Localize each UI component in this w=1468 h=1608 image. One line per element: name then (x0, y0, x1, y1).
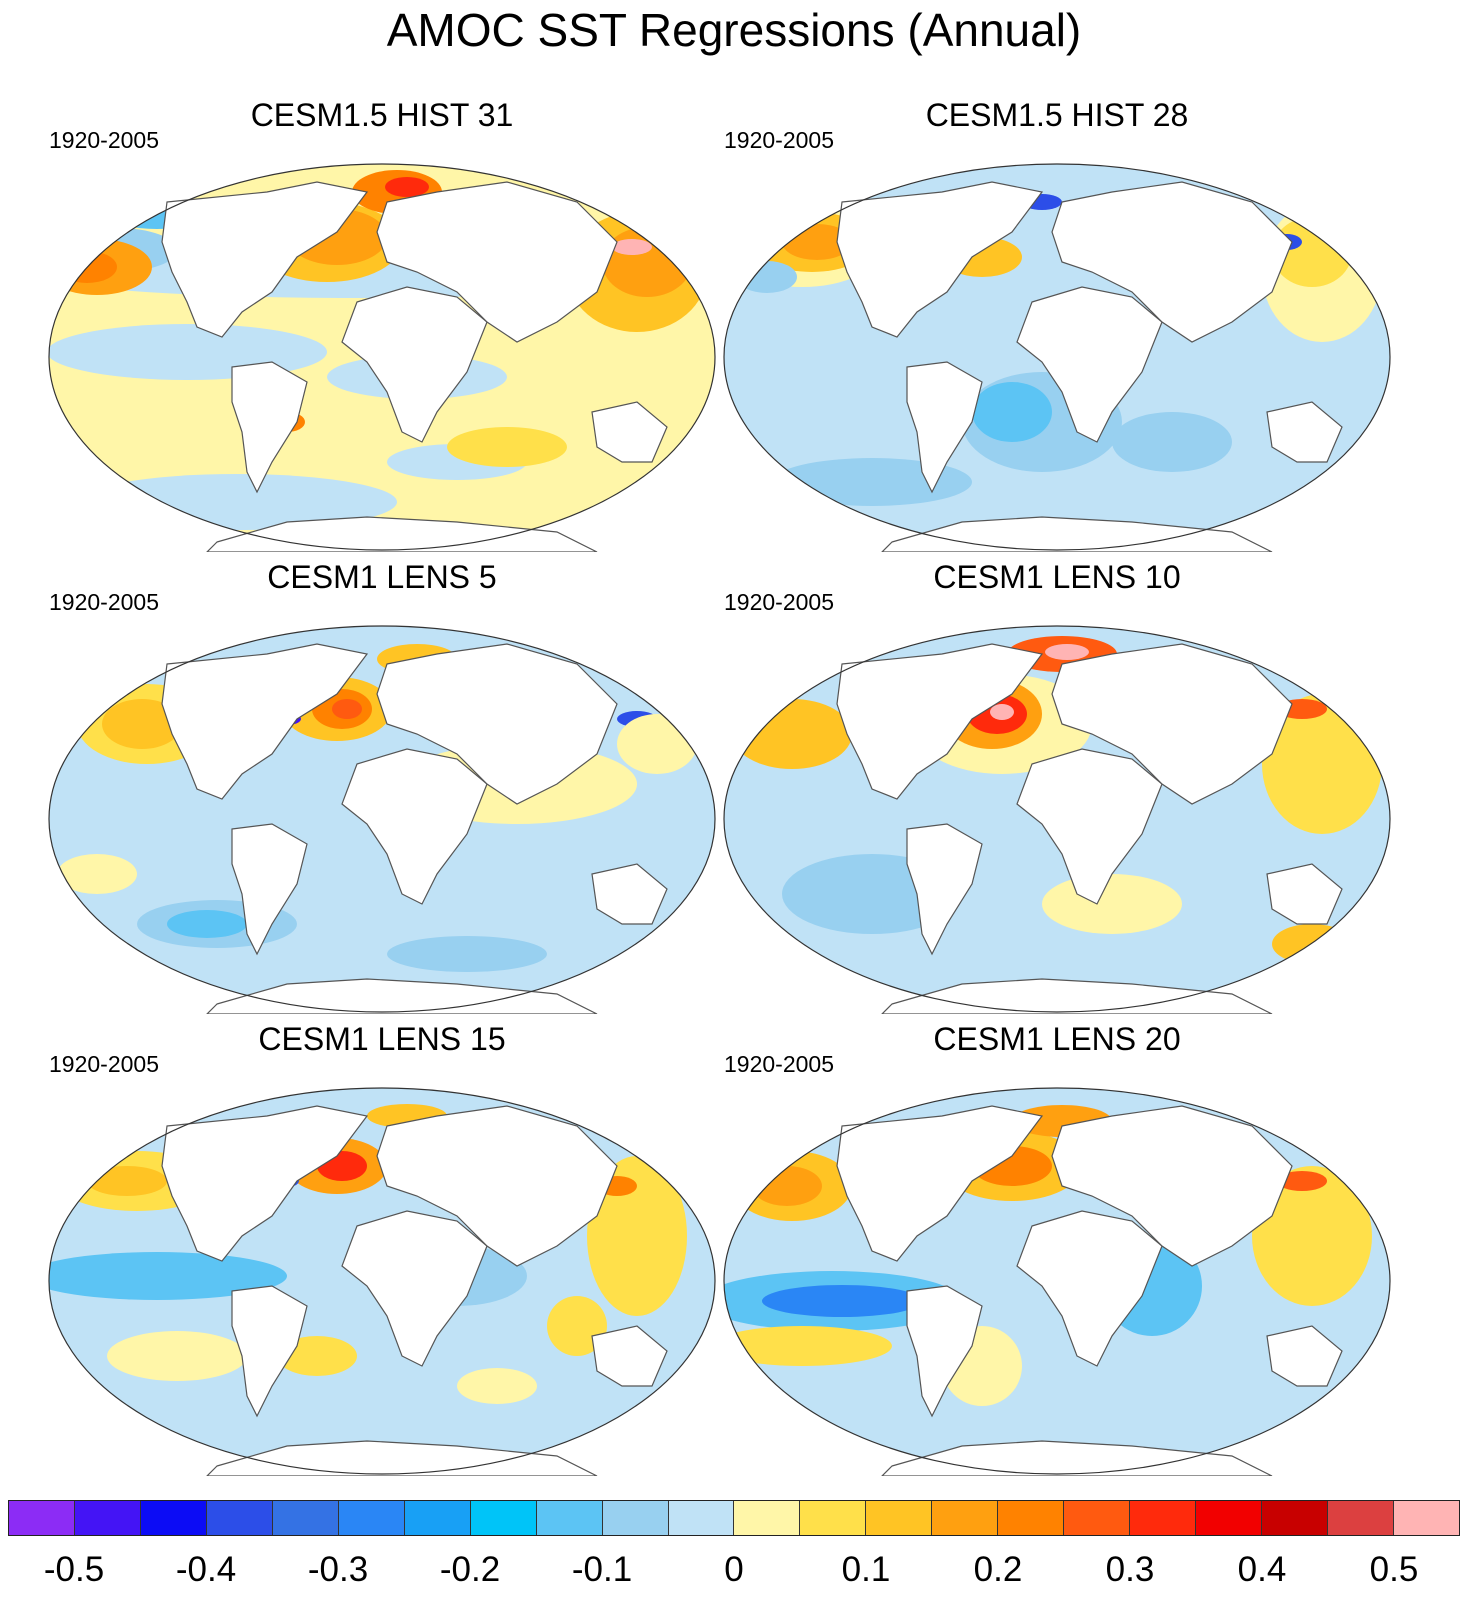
map-panel-lens15: CESM1 LENS 15 1920-2005 (37, 1020, 727, 1476)
colorbar-tick-label: -0.4 (175, 1550, 237, 1589)
colorbar-tick-label: -0.2 (439, 1550, 501, 1589)
colorbar-box (9, 1501, 75, 1535)
sst-map-lens5 (48, 625, 716, 1014)
map-panel-lens5: CESM1 LENS 5 1920-2005 (37, 558, 727, 1014)
map-panel-hist28: CESM1.5 HIST 28 1920-2005 (712, 96, 1402, 552)
colorbar-tick-label: -0.5 (43, 1550, 105, 1589)
continents (161, 1105, 668, 1476)
colorbar-boxes (8, 1500, 1460, 1536)
colorbar-box (734, 1501, 801, 1535)
panel-period: 1920-2005 (724, 127, 834, 153)
colorbar-box (1064, 1501, 1131, 1535)
colorbar-box (1130, 1501, 1197, 1535)
colorbar-box (998, 1501, 1065, 1535)
continents (161, 643, 668, 1014)
colorbar-tick-label: 0.1 (841, 1550, 891, 1589)
sst-map-hist31 (48, 163, 716, 552)
colorbar-box (1262, 1501, 1329, 1535)
panel-period: 1920-2005 (49, 1051, 159, 1077)
colorbar-box (932, 1501, 999, 1535)
panel-period: 1920-2005 (49, 589, 159, 615)
colorbar-box (470, 1501, 537, 1535)
colorbar-tick-label: -0.3 (307, 1550, 369, 1589)
colorbar-tick-label: -0.1 (571, 1550, 633, 1589)
figure-title: AMOC SST Regressions (Annual) (386, 4, 1082, 56)
panel-period: 1920-2005 (724, 1051, 834, 1077)
panel-title: CESM1 LENS 10 (933, 559, 1181, 595)
colorbar-box (536, 1501, 603, 1535)
map-panel-lens10: CESM1 LENS 10 1920-2005 (712, 558, 1402, 1014)
colorbar-tick-label: 0.5 (1369, 1550, 1419, 1589)
colorbar-box (668, 1501, 735, 1535)
panel-title: CESM1 LENS 5 (267, 559, 497, 595)
colorbar-box (74, 1501, 141, 1535)
continents (836, 181, 1343, 552)
panel-period: 1920-2005 (724, 589, 834, 615)
continents (161, 181, 668, 552)
colorbar-box (800, 1501, 867, 1535)
continents (836, 643, 1343, 1014)
colorbar: -0.5 -0.4 -0.3 -0.2 -0.1 0 0.1 0.2 0.3 0.4 0.5 (8, 1500, 1460, 1608)
colorbar-box (602, 1501, 669, 1535)
panel-title: CESM1 LENS 20 (933, 1021, 1181, 1057)
colorbar-box (1328, 1501, 1395, 1535)
colorbar-tick-label: 0.3 (1105, 1550, 1155, 1589)
panel-period: 1920-2005 (49, 127, 159, 153)
colorbar-box (1196, 1501, 1263, 1535)
map-panel-hist31: CESM1.5 HIST 31 1920-2005 (37, 96, 727, 552)
colorbar-tick-label: 0 (724, 1550, 744, 1589)
colorbar-box (404, 1501, 471, 1535)
colorbar-box (272, 1501, 339, 1535)
sst-map-lens20 (723, 1087, 1391, 1476)
colorbar-box (1394, 1501, 1459, 1535)
colorbar-box (140, 1501, 207, 1535)
panel-title: CESM1.5 HIST 28 (925, 97, 1189, 133)
colorbar-box (866, 1501, 933, 1535)
colorbar-box (338, 1501, 405, 1535)
sst-map-lens10 (723, 625, 1391, 1014)
colorbar-box (206, 1501, 273, 1535)
panel-title: CESM1.5 HIST 31 (250, 97, 514, 133)
colorbar-tick-label: 0.2 (973, 1550, 1023, 1589)
continents (836, 1105, 1343, 1476)
colorbar-tick-label: 0.4 (1237, 1550, 1287, 1589)
sst-map-lens15 (48, 1087, 716, 1476)
panel-title: CESM1 LENS 15 (258, 1021, 506, 1057)
sst-map-hist28 (723, 163, 1391, 552)
map-panel-lens20: CESM1 LENS 20 1920-2005 (712, 1020, 1402, 1476)
